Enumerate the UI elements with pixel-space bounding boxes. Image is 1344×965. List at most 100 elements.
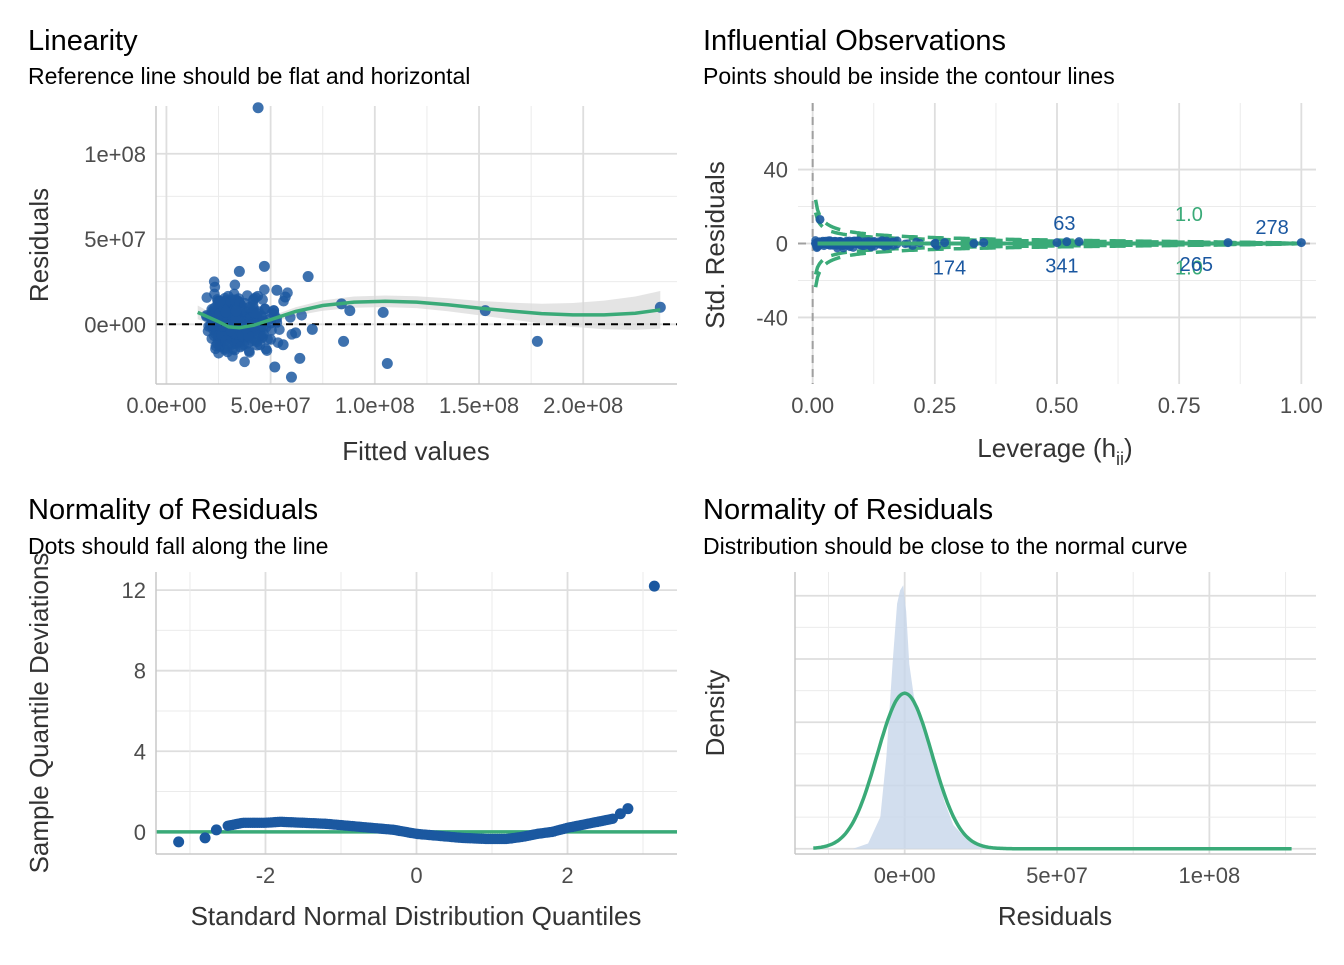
influential-point <box>940 238 950 248</box>
influential-subtitle: Points should be inside the contour line… <box>703 63 1115 89</box>
influential-point-label: 341 <box>1045 256 1078 278</box>
linearity-point <box>210 340 222 352</box>
qq-point <box>210 824 222 836</box>
influential-x-axis-title: Leverage (hii) <box>977 433 1132 469</box>
linearity-points <box>233 102 666 383</box>
density-grid <box>795 572 1316 854</box>
linearity-x-tick-label: 5.0e+07 <box>231 393 311 418</box>
qq-y-axis-title: Sample Quantile Deviations <box>24 553 54 874</box>
linearity-x-axis-title: Fitted values <box>342 436 489 466</box>
linearity-point <box>296 309 307 321</box>
influential-point <box>1062 237 1072 247</box>
linearity-point <box>239 297 251 309</box>
linearity-ci-band <box>197 291 661 331</box>
linearity-point <box>220 306 232 318</box>
qq-points <box>173 580 660 848</box>
density-subtitle: Distribution should be close to the norm… <box>703 533 1188 559</box>
qq-y-tick-label: 12 <box>122 578 146 603</box>
influential-title: Influential Observations <box>703 25 1006 57</box>
linearity-point <box>230 313 242 325</box>
linearity-point <box>215 296 226 307</box>
influential-point <box>979 238 989 248</box>
linearity-y-axis-title: Residuals <box>24 188 54 302</box>
qq-x-tick-label: -2 <box>256 863 276 888</box>
qq-y-tick-label: 8 <box>134 659 146 684</box>
linearity-point <box>381 358 393 370</box>
linearity-point <box>257 294 268 305</box>
linearity-point <box>227 351 238 362</box>
linearity-point <box>230 305 242 317</box>
influential-x-tick-label: 0.00 <box>791 393 834 418</box>
linearity-point <box>258 260 270 272</box>
influential-panel: Influential Observations Points should b… <box>700 25 1323 469</box>
linearity-point <box>208 276 220 287</box>
linearity-point <box>302 271 314 283</box>
qq-axes <box>155 572 677 855</box>
linearity-point <box>239 356 250 368</box>
qq-point <box>173 836 185 848</box>
linearity-subtitle: Reference line should be flat and horizo… <box>28 63 470 89</box>
influential-y-tick-label: 0 <box>776 232 788 257</box>
influential-x-tick-label: 0.25 <box>913 393 956 418</box>
linearity-x-tick-label: 1.0e+08 <box>335 393 415 418</box>
linearity-point <box>271 284 283 296</box>
linearity-point <box>259 284 270 295</box>
influential-point-labels: 63 278 174 341 265 <box>933 213 1289 279</box>
linearity-point <box>244 347 255 358</box>
density-x-tick-label: 5e+07 <box>1026 863 1088 888</box>
linearity-loess-line <box>196 299 661 330</box>
density-empirical-area <box>831 585 1292 849</box>
qq-subtitle: Dots should fall along the line <box>28 533 328 559</box>
linearity-x-ticks: 0.0e+00 5.0e+07 1.0e+08 1.5e+08 2.0e+08 <box>126 393 623 418</box>
influential-contour-label: 1.0 <box>1175 258 1203 280</box>
linearity-point <box>290 327 302 339</box>
influential-point <box>1223 238 1233 248</box>
qq-x-tick-label: 2 <box>561 863 573 888</box>
linearity-point <box>251 308 263 319</box>
qq-grid <box>156 572 677 854</box>
linearity-ci-ribbon <box>197 291 661 331</box>
density-normal-line <box>813 691 1292 851</box>
linearity-point <box>531 335 543 347</box>
linearity-point <box>235 341 246 353</box>
influential-y-tick-label: 40 <box>764 158 788 183</box>
linearity-point <box>344 305 356 317</box>
density-y-axis-title: Density <box>700 670 730 757</box>
qq-y-tick-label: 4 <box>134 739 146 764</box>
linearity-point <box>269 361 281 373</box>
qq-x-ticks: -2 0 2 <box>256 863 574 888</box>
influential-y-ticks: -40 0 40 <box>756 158 788 331</box>
density-axes <box>794 572 1316 855</box>
influential-point <box>815 214 825 224</box>
density-x-tick-label: 0e+00 <box>874 863 936 888</box>
linearity-point <box>233 265 245 277</box>
linearity-point <box>277 339 289 351</box>
linearity-x-tick-label: 0.0e+00 <box>126 393 206 418</box>
linearity-y-tick-label: 1e+08 <box>84 142 146 167</box>
qq-point <box>622 803 634 815</box>
influential-point-label: 174 <box>933 258 966 280</box>
qq-points-curve <box>222 813 619 845</box>
linearity-point <box>377 306 389 318</box>
influential-point <box>1074 237 1084 247</box>
influential-points <box>815 214 1306 248</box>
linearity-point <box>247 295 259 307</box>
linearity-point <box>229 279 241 291</box>
linearity-point <box>268 305 280 316</box>
qq-panel: Normality of Residuals -2 0 2 0 4 8 12 Standa… <box>24 494 677 931</box>
linearity-point <box>279 291 291 303</box>
qq-point <box>607 813 619 824</box>
influential-x-tick-label: 0.50 <box>1036 393 1079 418</box>
linearity-y-ticks: 0e+00 5e+07 1e+08 <box>84 142 146 338</box>
qq-title: Normality of Residuals <box>28 494 318 526</box>
density-x-tick-label: 1e+08 <box>1178 863 1240 888</box>
linearity-y-tick-label: 5e+07 <box>84 227 146 252</box>
linearity-point <box>222 339 233 351</box>
linearity-point <box>294 352 306 364</box>
influential-point-label: 278 <box>1255 217 1288 239</box>
influential-cooks-contour <box>813 241 1301 275</box>
qq-x-axis-title: Standard Normal Distribution Quantiles <box>191 901 642 931</box>
linearity-x-tick-label: 1.5e+08 <box>439 393 519 418</box>
qq-x-tick-label: 0 <box>410 863 422 888</box>
